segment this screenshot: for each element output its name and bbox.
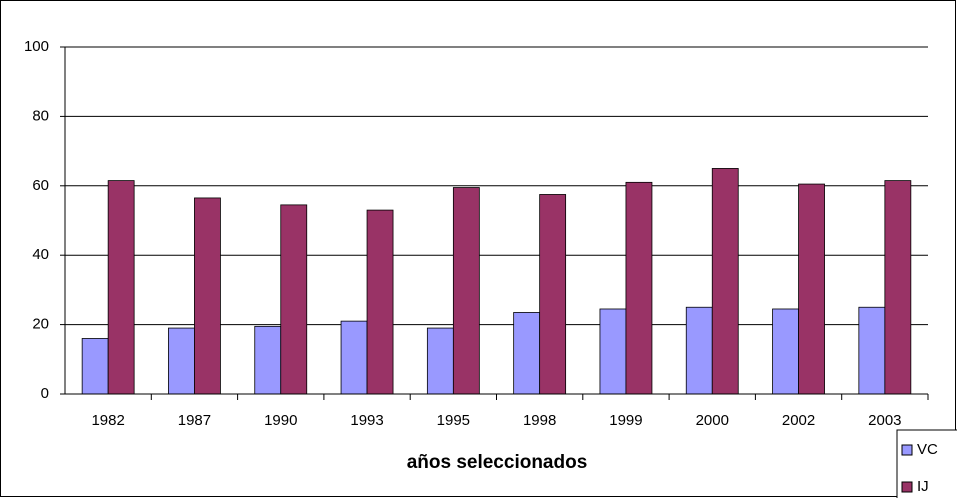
x-tick-label: 1999 (609, 412, 642, 429)
bar (599, 308, 627, 395)
bar (711, 168, 739, 395)
bar (194, 197, 221, 395)
bar (884, 180, 912, 395)
y-tick-label: 60 (32, 177, 49, 194)
y-tick-label: 80 (32, 107, 49, 124)
bar (168, 327, 195, 395)
x-tick-label: 1995 (437, 412, 470, 429)
bar (452, 187, 480, 395)
x-axis-title: años seleccionados (407, 452, 588, 473)
y-tick-label: 0 (41, 385, 49, 402)
bar (772, 308, 799, 395)
bar (426, 327, 454, 395)
legend-swatch (901, 481, 913, 493)
bar (798, 183, 825, 395)
bar (625, 181, 653, 395)
y-tick-label: 20 (32, 316, 49, 333)
x-tick-label: 1987 (178, 412, 211, 429)
y-tick-label: 100 (24, 38, 49, 55)
x-tick-label: 2003 (868, 412, 901, 429)
legend-label: IJ (917, 478, 929, 495)
legend-label: VC (917, 441, 938, 458)
bar (539, 194, 567, 395)
bar (340, 320, 368, 395)
x-tick-label: 1998 (523, 412, 556, 429)
x-tick-label: 1990 (264, 412, 297, 429)
x-tick-label: 1993 (350, 412, 383, 429)
bar (685, 306, 713, 395)
x-tick-label: 2000 (696, 412, 729, 429)
x-tick-label: 2002 (782, 412, 815, 429)
legend-swatch (901, 444, 913, 456)
bar (280, 204, 308, 395)
bar (513, 312, 541, 395)
bar (858, 306, 886, 395)
bar (254, 325, 282, 395)
y-tick-label: 40 (32, 246, 49, 263)
x-tick-label: 1982 (91, 412, 124, 429)
bar (366, 209, 394, 395)
bar (81, 338, 109, 395)
bar (107, 180, 135, 395)
